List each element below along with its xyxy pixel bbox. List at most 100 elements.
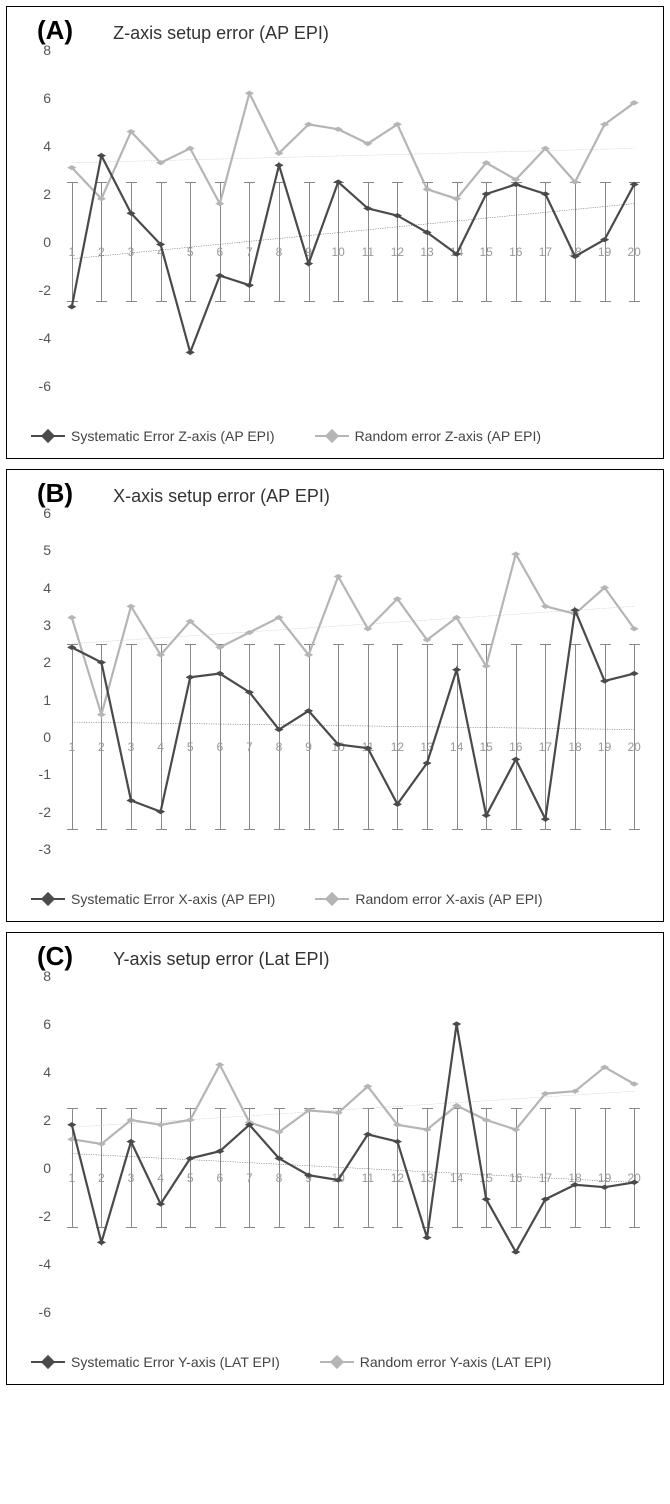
legend-marker-systematic xyxy=(31,1355,65,1369)
legend-marker-random xyxy=(315,892,349,906)
legend-item-systematic: Systematic Error Z-axis (AP EPI) xyxy=(31,428,275,444)
trend-line xyxy=(72,148,634,162)
legend-item-random: Random error Y-axis (LAT EPI) xyxy=(320,1354,552,1370)
panel-title: X-axis setup error (AP EPI) xyxy=(113,486,330,507)
systematic-line xyxy=(72,156,634,353)
legend-marker-random xyxy=(315,429,349,443)
chart-panel-a: (A)Z-axis setup error (AP EPI)-6-4-20246… xyxy=(6,6,664,459)
systematic-marker xyxy=(422,1235,431,1240)
random-marker xyxy=(541,1091,550,1096)
plot-inner: -6-4-20246812345678910111213141516171819… xyxy=(57,50,649,386)
random-marker xyxy=(630,626,639,631)
systematic-marker xyxy=(630,182,639,187)
random-marker xyxy=(215,201,224,206)
legend: Systematic Error Y-axis (LAT EPI) Random … xyxy=(7,1344,663,1384)
chart-panel-b: (B)X-axis setup error (AP EPI)-3-2-10123… xyxy=(6,469,664,922)
y-tick-label: 8 xyxy=(17,42,51,58)
systematic-marker xyxy=(422,761,431,766)
y-tick-label: 4 xyxy=(17,138,51,154)
systematic-marker xyxy=(452,667,461,672)
y-tick-label: -2 xyxy=(17,282,51,298)
legend-marker-random xyxy=(320,1355,354,1369)
systematic-marker xyxy=(97,153,106,158)
systematic-marker xyxy=(452,1021,461,1026)
systematic-marker xyxy=(600,1185,609,1190)
plot-inner: -6-4-20246812345678910111213141516171819… xyxy=(57,976,649,1312)
random-marker xyxy=(156,652,165,657)
random-marker xyxy=(126,604,135,609)
y-tick-label: -3 xyxy=(17,841,51,857)
y-tick-label: -2 xyxy=(17,804,51,820)
panel-header: (A)Z-axis setup error (AP EPI) xyxy=(7,7,663,46)
legend-item-random: Random error X-axis (AP EPI) xyxy=(315,891,542,907)
legend-label-random: Random error X-axis (AP EPI) xyxy=(355,891,542,907)
systematic-marker xyxy=(334,742,343,747)
y-tick-label: 2 xyxy=(17,1112,51,1128)
y-tick-label: 1 xyxy=(17,692,51,708)
systematic-marker xyxy=(334,1177,343,1182)
y-tick-label: 6 xyxy=(17,1016,51,1032)
trend-line xyxy=(72,1091,634,1127)
systematic-marker xyxy=(511,757,520,762)
legend-label-random: Random error Z-axis (AP EPI) xyxy=(355,428,541,444)
legend-marker-systematic xyxy=(31,429,65,443)
systematic-marker xyxy=(363,746,372,751)
y-tick-label: -4 xyxy=(17,330,51,346)
systematic-marker xyxy=(274,163,283,168)
random-line xyxy=(72,554,634,715)
systematic-marker xyxy=(156,1201,165,1206)
systematic-marker xyxy=(511,1249,520,1254)
systematic-marker xyxy=(67,1122,76,1127)
random-marker xyxy=(67,615,76,620)
chart-area: -3-2-10123456123456789101112131415161718… xyxy=(57,513,649,873)
random-marker xyxy=(511,551,520,556)
random-line xyxy=(72,1065,634,1144)
y-tick-label: 6 xyxy=(17,90,51,106)
trend-line xyxy=(72,606,634,643)
line-svg xyxy=(57,50,649,386)
panel-title: Y-axis setup error (Lat EPI) xyxy=(113,949,329,970)
systematic-marker xyxy=(541,817,550,822)
systematic-marker xyxy=(186,675,195,680)
line-svg xyxy=(57,976,649,1312)
legend-label-systematic: Systematic Error X-axis (AP EPI) xyxy=(71,891,275,907)
y-tick-label: 3 xyxy=(17,617,51,633)
random-marker xyxy=(156,1122,165,1127)
random-marker xyxy=(215,1062,224,1067)
trend-line xyxy=(72,722,634,729)
chart-area: -6-4-20246812345678910111213141516171819… xyxy=(57,50,649,410)
y-tick-label: 0 xyxy=(17,1160,51,1176)
chart-panel-c: (C)Y-axis setup error (Lat EPI) -6-4-2024… xyxy=(6,932,664,1385)
y-tick-label: 2 xyxy=(17,186,51,202)
systematic-marker xyxy=(304,261,313,266)
y-tick-label: 6 xyxy=(17,505,51,521)
panel-title: Z-axis setup error (AP EPI) xyxy=(113,23,329,44)
legend-label-systematic: Systematic Error Z-axis (AP EPI) xyxy=(71,428,275,444)
plot-inner: -3-2-10123456123456789101112131415161718… xyxy=(57,513,649,849)
random-marker xyxy=(570,179,579,184)
systematic-line xyxy=(72,610,634,819)
y-tick-label: 4 xyxy=(17,580,51,596)
systematic-line xyxy=(72,1024,634,1252)
legend-label-systematic: Systematic Error Y-axis (LAT EPI) xyxy=(71,1354,280,1370)
systematic-marker xyxy=(97,1240,106,1245)
legend-item-systematic: Systematic Error Y-axis (LAT EPI) xyxy=(31,1354,280,1370)
y-tick-label: 8 xyxy=(17,968,51,984)
random-marker xyxy=(393,1122,402,1127)
random-marker xyxy=(186,1117,195,1122)
y-tick-label: 4 xyxy=(17,1064,51,1080)
trend-line xyxy=(72,204,634,259)
systematic-marker xyxy=(186,350,195,355)
y-tick-label: -6 xyxy=(17,1304,51,1320)
y-tick-label: -4 xyxy=(17,1256,51,1272)
panel-header: (C)Y-axis setup error (Lat EPI) xyxy=(7,933,663,972)
random-marker xyxy=(304,652,313,657)
legend-marker-systematic xyxy=(31,892,65,906)
y-tick-label: -1 xyxy=(17,766,51,782)
random-marker xyxy=(334,574,343,579)
systematic-marker xyxy=(393,802,402,807)
legend-item-systematic: Systematic Error X-axis (AP EPI) xyxy=(31,891,275,907)
chart-area: -6-4-20246812345678910111213141516171819… xyxy=(57,976,649,1336)
y-tick-label: 0 xyxy=(17,234,51,250)
y-tick-label: -6 xyxy=(17,378,51,394)
